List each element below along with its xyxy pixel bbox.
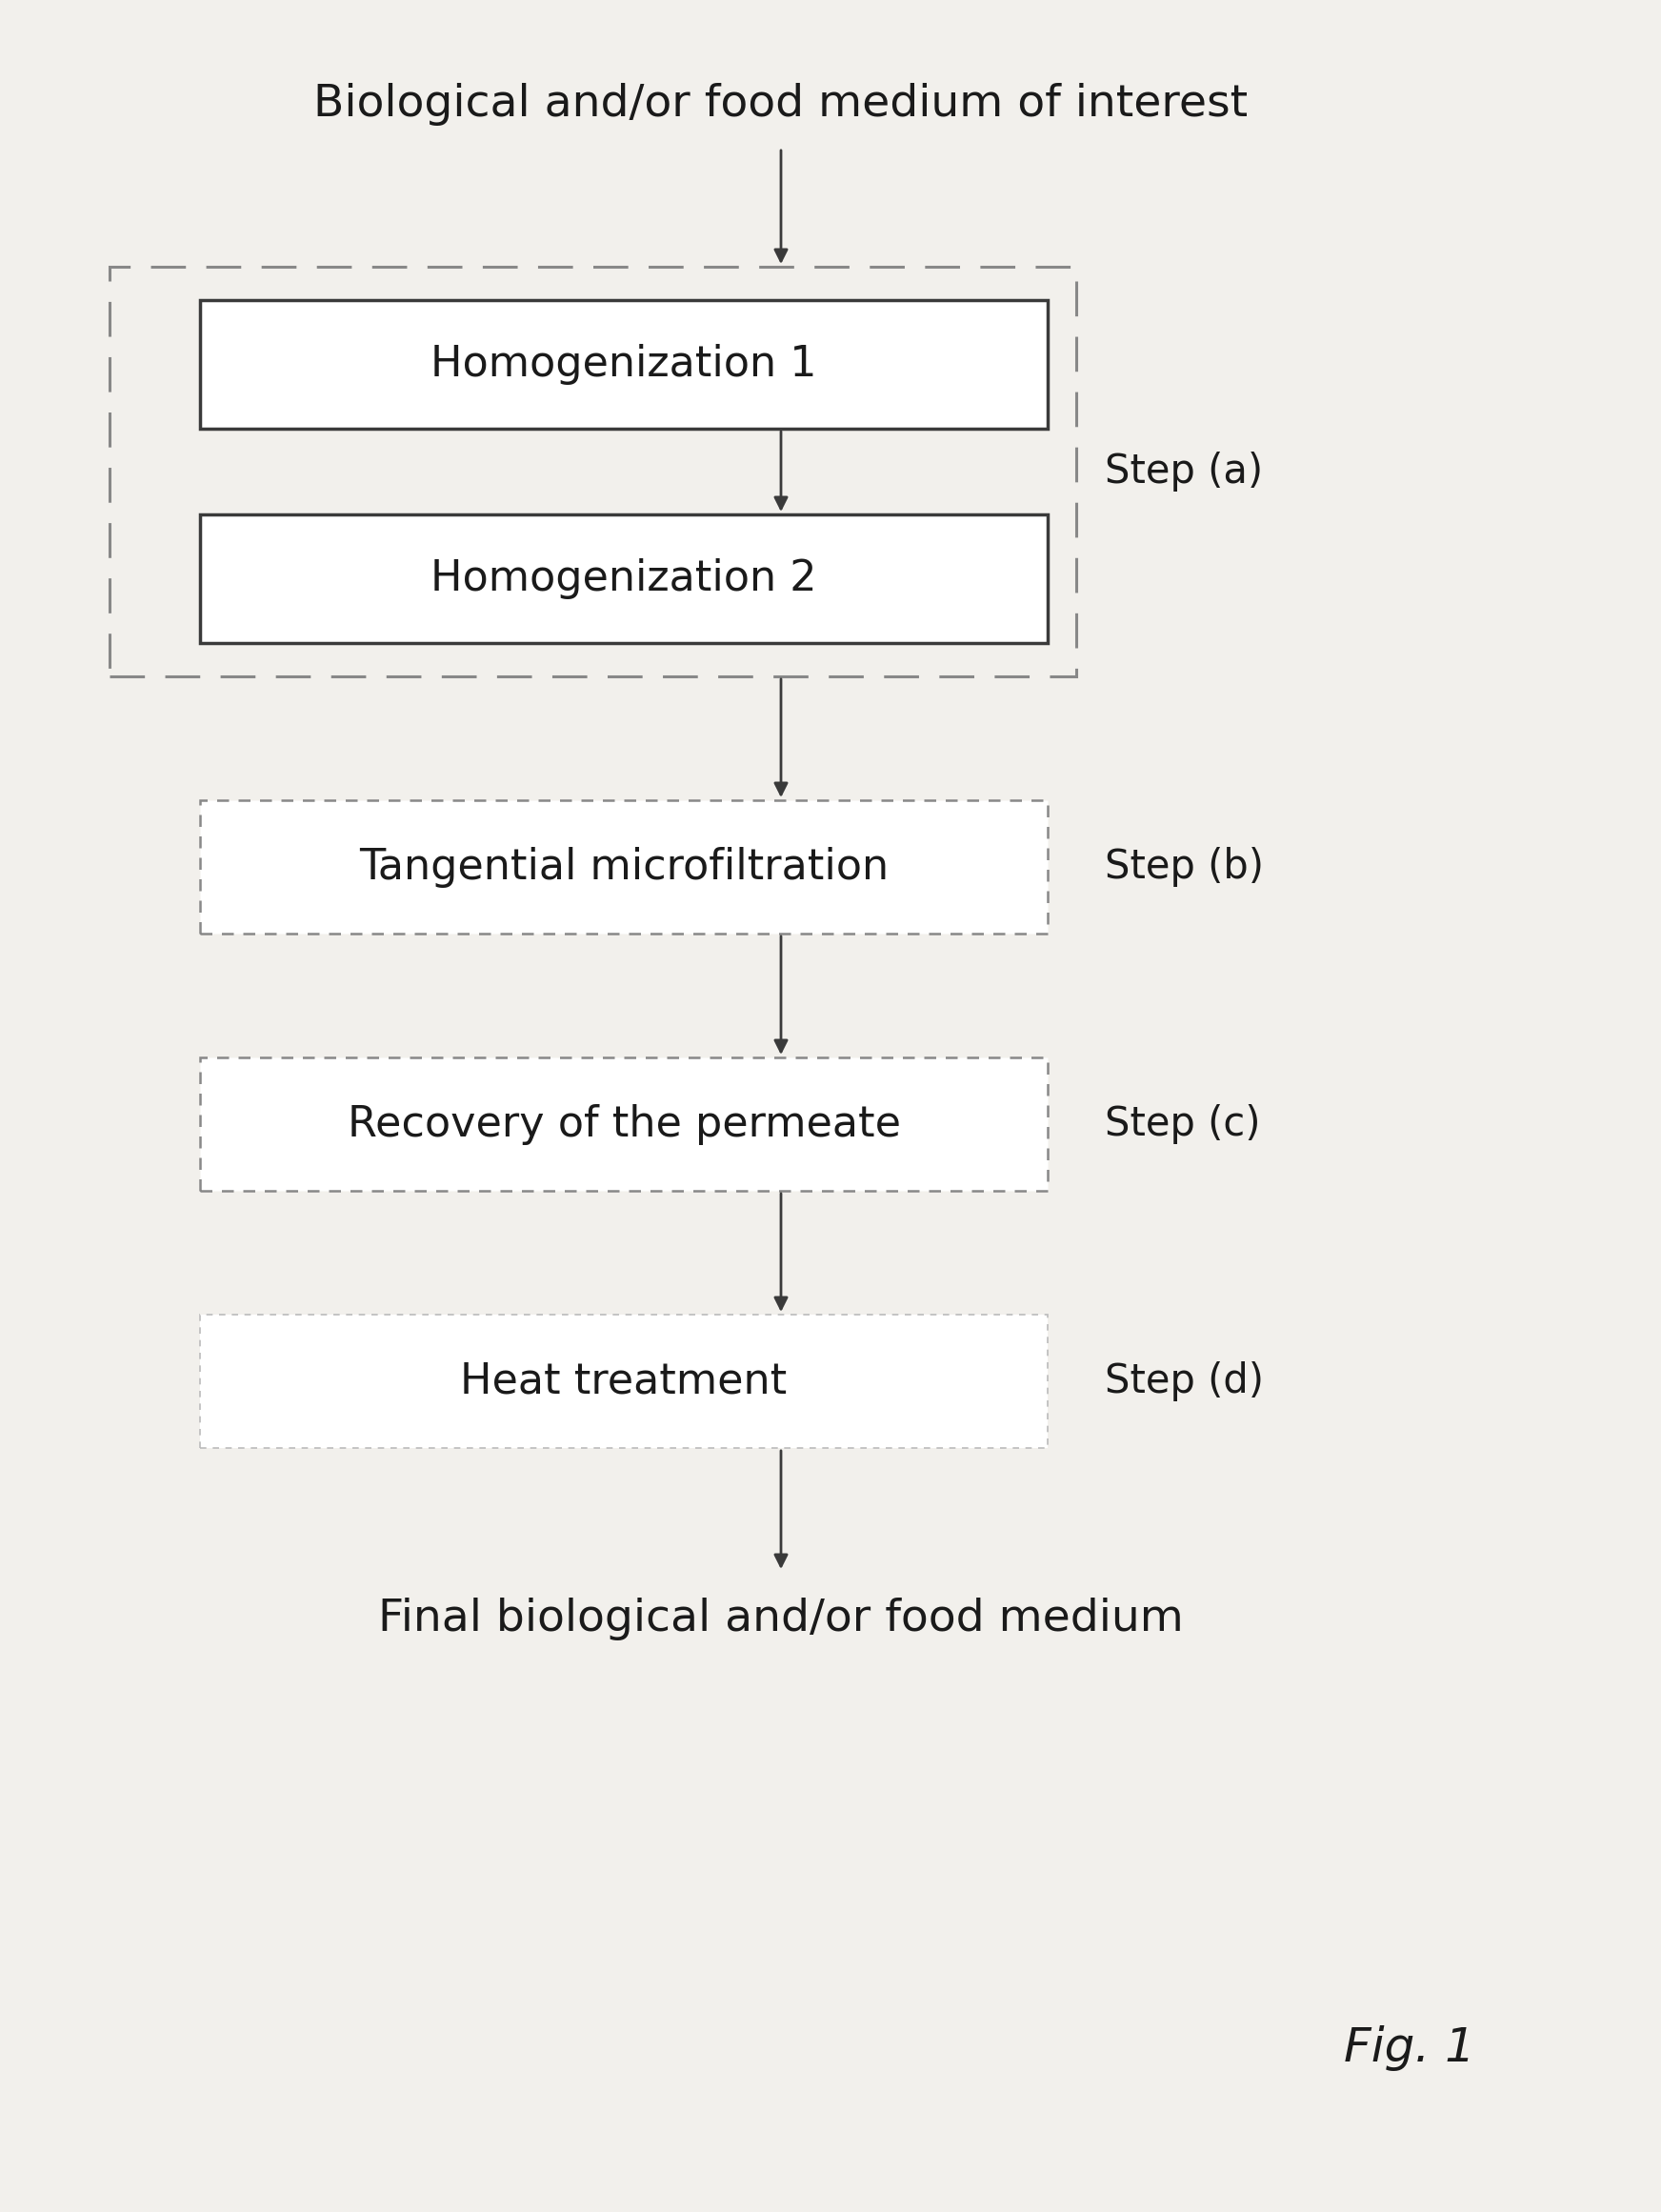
Text: Step (c): Step (c) <box>1105 1104 1261 1144</box>
Bar <box>110 268 1076 677</box>
Bar <box>199 801 1048 933</box>
Bar <box>199 1314 1048 1449</box>
Bar <box>199 301 1048 429</box>
Text: Step (d): Step (d) <box>1105 1360 1264 1402</box>
Text: Homogenization 2: Homogenization 2 <box>430 557 817 599</box>
Text: Biological and/or food medium of interest: Biological and/or food medium of interes… <box>314 84 1247 126</box>
Text: Final biological and/or food medium: Final biological and/or food medium <box>379 1597 1184 1641</box>
Text: Step (b): Step (b) <box>1105 847 1264 887</box>
Text: Step (a): Step (a) <box>1105 451 1262 491</box>
Bar <box>199 1057 1048 1190</box>
Text: Recovery of the permeate: Recovery of the permeate <box>347 1104 900 1144</box>
Text: Heat treatment: Heat treatment <box>460 1360 787 1402</box>
Text: Fig. 1: Fig. 1 <box>1344 2026 1475 2070</box>
Text: Homogenization 1: Homogenization 1 <box>430 343 817 385</box>
Text: Tangential microfiltration: Tangential microfiltration <box>359 847 889 887</box>
Bar <box>199 515 1048 644</box>
